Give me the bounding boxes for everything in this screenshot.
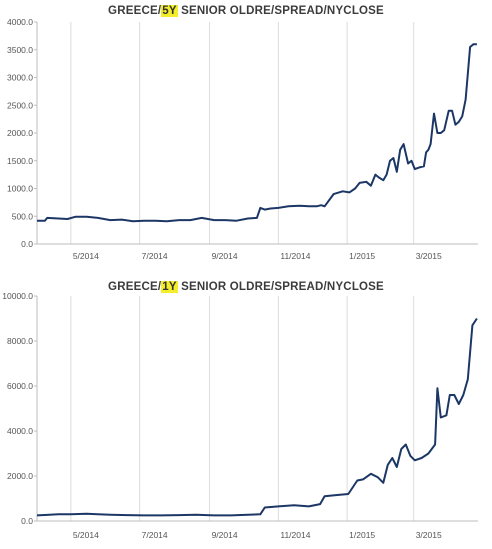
series-line — [37, 43, 477, 223]
x-tick-label: 3/2015 — [416, 530, 442, 540]
title-prefix: GREECE/ — [108, 5, 162, 17]
y-tick-label: 2000.0 — [7, 128, 33, 138]
y-tick-label: 0.0 — [21, 516, 33, 526]
x-tick-label: 9/2014 — [212, 530, 238, 540]
chart-title-5y: GREECE/5Y SENIOR OLDRE/SPREAD/NYCLOSE — [0, 5, 492, 17]
title-suffix: SENIOR OLDRE/SPREAD/NYCLOSE — [177, 5, 384, 17]
y-tick-label: 2500.0 — [7, 100, 33, 110]
x-tick-label: 5/2014 — [73, 530, 99, 540]
y-tick-label: 2000.0 — [7, 471, 33, 481]
y-tick-label: 0.0 — [21, 239, 33, 249]
x-tick-label: 3/2015 — [416, 251, 442, 261]
y-tick-label: 500.0 — [12, 211, 34, 221]
title-highlight: 5Y — [161, 5, 178, 17]
series-line — [36, 317, 478, 517]
x-tick-label: 1/2015 — [349, 530, 375, 540]
x-tick-label: 7/2014 — [142, 530, 168, 540]
title-prefix: GREECE/ — [108, 281, 162, 293]
y-tick-label: 3000.0 — [7, 73, 33, 83]
y-tick-label: 6000.0 — [7, 381, 33, 391]
y-tick-label: 1000.0 — [7, 184, 33, 194]
y-tick-label: 4000.0 — [7, 426, 33, 436]
x-tick-label: 11/2014 — [280, 530, 310, 540]
x-tick-label: 5/2014 — [73, 251, 99, 261]
x-tick-label: 9/2014 — [212, 251, 238, 261]
y-tick-label: 10000.0 — [2, 291, 33, 301]
title-highlight: 1Y — [161, 281, 178, 293]
x-tick-label: 1/2015 — [349, 251, 375, 261]
y-tick-label: 3500.0 — [7, 45, 33, 55]
y-tick-label: 1500.0 — [7, 156, 33, 166]
chart-5y: 5/2014 7/2014 9/2014 11/2014 1/2015 3/2015 0.0… — [7, 17, 478, 261]
chart-title-1y: GREECE/1Y SENIOR OLDRE/SPREAD/NYCLOSE — [0, 281, 492, 293]
y-tick-label: 8000.0 — [7, 336, 33, 346]
x-tick-label: 7/2014 — [142, 251, 168, 261]
x-tick-label: 11/2014 — [280, 251, 310, 261]
title-suffix: SENIOR OLDRE/SPREAD/NYCLOSE — [177, 281, 384, 293]
y-tick-label: 4000.0 — [7, 17, 33, 27]
